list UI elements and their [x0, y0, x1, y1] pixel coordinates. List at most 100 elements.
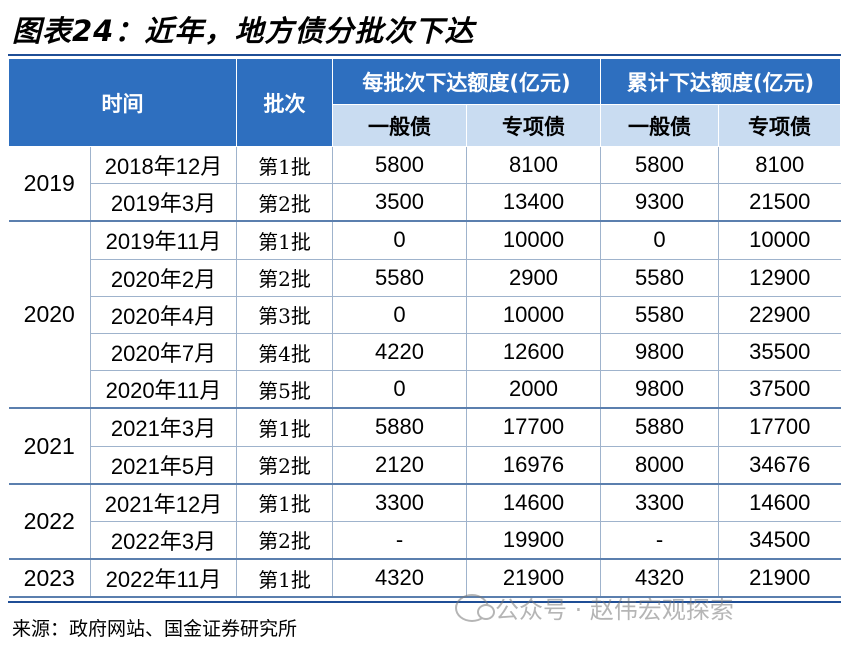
special-cell: 19900 [466, 521, 602, 561]
table-row: 2020年11月 第5批 0 2000 9800 37500 [9, 370, 841, 410]
cum-special-cell: 10000 [718, 221, 841, 260]
cum-general-cell: 5880 [600, 408, 720, 447]
cum-general-cell: 9300 [600, 183, 720, 223]
cum-special-cell: 21900 [718, 559, 841, 599]
cum-general-cell: - [600, 521, 720, 561]
cum-general-cell: 9800 [600, 370, 720, 410]
general-cell: 4220 [332, 333, 467, 372]
source-note: 来源：政府网站、国金证券研究所 [12, 618, 298, 640]
watermark-text: 公众号 · 赵伟宏观探索 [495, 596, 734, 624]
date-cell: 2019年11月 [90, 221, 237, 260]
general-cell: 5580 [332, 259, 467, 297]
batch-cell: 第4批 [236, 333, 333, 372]
top-rule [8, 54, 841, 56]
date-cell: 2020年2月 [90, 259, 237, 297]
special-cell: 14600 [466, 483, 602, 522]
general-cell: 0 [332, 370, 467, 410]
header-cum-special: 专项债 [718, 104, 842, 147]
batch-cell: 第5批 [236, 370, 333, 410]
table-row: 2020年2月 第2批 5580 2900 5580 12900 [9, 259, 841, 297]
special-cell: 2000 [466, 370, 602, 410]
batch-cell: 第1批 [236, 408, 333, 447]
wechat-icon [455, 593, 495, 622]
batch-cell: 第1批 [236, 146, 333, 185]
date-cell: 2022年3月 [90, 521, 237, 561]
year-cell: 2022 [8, 483, 91, 561]
header-batch: 批次 [236, 58, 333, 147]
date-cell: 2020年4月 [90, 296, 237, 334]
cum-general-cell: 0 [600, 221, 720, 260]
table-row: 2021年5月 第2批 2120 16976 8000 34676 [9, 446, 841, 485]
general-cell: - [332, 521, 467, 561]
page-title: 图表24：近年，地方债分批次下达 [12, 14, 475, 48]
special-cell: 13400 [466, 183, 602, 223]
special-cell: 16976 [466, 446, 602, 485]
batch-cell: 第2批 [236, 183, 333, 223]
table-body: 2019 2018年12月 第1批 5800 8100 5800 8100 2019年3月 第2… [8, 146, 841, 599]
cum-general-cell: 4320 [600, 559, 720, 599]
table-row: 2020 2019年11月 第1批 0 10000 0 10000 [8, 221, 841, 410]
special-cell: 12600 [466, 333, 602, 372]
batch-cell: 第1批 [236, 483, 333, 522]
cum-special-cell: 34676 [718, 446, 841, 485]
general-cell: 2120 [332, 446, 467, 485]
batch-cell: 第1批 [236, 221, 333, 260]
special-cell: 17700 [466, 408, 602, 447]
batch-cell: 第2批 [236, 446, 333, 485]
date-cell: 2020年7月 [90, 333, 237, 372]
special-cell: 10000 [466, 221, 602, 260]
cum-special-cell: 12900 [718, 259, 841, 297]
batch-cell: 第1批 [236, 559, 333, 599]
date-cell: 2019年3月 [90, 183, 237, 223]
date-cell: 2022年11月 [90, 559, 237, 599]
table-row: 2019 2018年12月 第1批 5800 8100 5800 8100 [8, 146, 841, 223]
year-cell: 2020 [8, 221, 91, 410]
header-special: 专项债 [465, 104, 602, 147]
cum-special-cell: 22900 [718, 296, 841, 334]
cum-special-cell: 14600 [718, 483, 841, 522]
batch-cell: 第2批 [236, 521, 333, 561]
general-cell: 5880 [332, 408, 467, 447]
header-per-batch: 每批次下达额度(亿元) [331, 58, 602, 105]
special-cell: 10000 [466, 296, 602, 334]
cum-special-cell: 17700 [718, 408, 841, 447]
cum-special-cell: 37500 [718, 370, 841, 410]
date-cell: 2020年11月 [90, 370, 237, 410]
batch-cell: 第3批 [236, 296, 333, 334]
date-cell: 2021年5月 [90, 446, 237, 485]
general-cell: 0 [332, 296, 467, 334]
general-cell: 3300 [332, 483, 467, 522]
cum-general-cell: 5580 [600, 296, 720, 334]
year-cell: 2019 [8, 146, 91, 223]
header-time: 时间 [8, 58, 237, 147]
table-row: 2022 2021年12月 第1批 3300 14600 3300 14600 [8, 483, 841, 561]
bottom-rule [8, 601, 841, 603]
special-cell: 21900 [466, 559, 602, 599]
general-cell: 5800 [332, 146, 467, 185]
date-cell: 2018年12月 [90, 146, 237, 185]
year-cell: 2023 [8, 559, 91, 599]
cum-special-cell: 21500 [718, 183, 841, 223]
general-cell: 4320 [332, 559, 467, 599]
general-cell: 3500 [332, 183, 467, 223]
batch-cell: 第2批 [236, 259, 333, 297]
bond-quota-table: 时间 批次 每批次下达额度(亿元) 累计下达额度(亿元) 一般债 专项债 一般债… [8, 58, 842, 599]
cum-special-cell: 35500 [718, 333, 841, 372]
watermark: 公众号 · 赵伟宏观探索 [455, 590, 734, 625]
table-row: 2022年3月 第2批 -19900-34500 [9, 521, 841, 561]
year-cell: 2021 [8, 408, 91, 485]
table-row: 2020年7月 第4批 4220 12600 9800 35500 [9, 333, 841, 372]
header-cum-general: 一般债 [600, 104, 720, 147]
table-row: 2020年4月 第3批 0 10000 5580 22900 [9, 296, 841, 334]
cum-special-cell: 34500 [718, 521, 841, 561]
header-cumulative: 累计下达额度(亿元) [600, 58, 842, 105]
date-cell: 2021年3月 [90, 408, 237, 447]
table-row: 2019年3月 第2批 3500 13400 9300 21500 [9, 183, 841, 223]
cum-general-cell: 5800 [600, 146, 720, 185]
special-cell: 8100 [466, 146, 602, 185]
cum-general-cell: 9800 [600, 333, 720, 372]
header-general: 一般债 [332, 104, 467, 147]
date-cell: 2021年12月 [90, 483, 237, 522]
cum-general-cell: 3300 [600, 483, 720, 522]
general-cell: 0 [332, 221, 467, 260]
